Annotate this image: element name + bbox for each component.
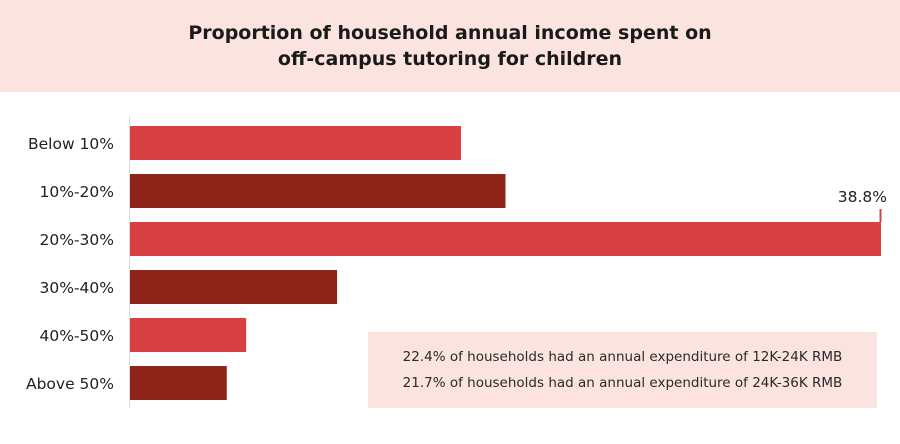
annotation-text-2: 21.7% of households had an annual expend… <box>402 375 843 391</box>
category-label-3: 30%-40% <box>40 279 115 297</box>
annotation-text-1: 22.4% of households had an annual expend… <box>402 349 843 365</box>
bars-group <box>130 126 881 400</box>
category-label-2: 20%-30% <box>40 231 115 249</box>
bar-5 <box>130 366 227 400</box>
bar-1 <box>130 174 506 208</box>
value-labels-group: 38.8% <box>838 188 887 222</box>
category-labels-group: Below 10% 10%-20% 20%-30% 30%-40% 40%-50% Abo… <box>26 135 114 393</box>
bar-3 <box>130 270 338 304</box>
category-label-4: 40%-50% <box>40 327 115 345</box>
bar-4 <box>130 318 247 352</box>
category-label-1: 10%-20% <box>40 183 115 201</box>
chart-title-line-1: Proportion of household annual income sp… <box>188 22 712 44</box>
chart-title: Proportion of household annual income sp… <box>0 20 900 72</box>
value-label-2: 38.8% <box>838 188 887 206</box>
title-banner: Proportion of household annual income sp… <box>0 0 900 92</box>
category-label-5: Above 50% <box>26 375 114 393</box>
bar-2 <box>130 222 881 256</box>
category-label-0: Below 10% <box>28 135 114 153</box>
annotation-box: 22.4% of households had an annual expend… <box>368 332 877 408</box>
chart-title-line-2: off-campus tutoring for children <box>277 48 623 70</box>
bar-0 <box>130 126 461 160</box>
